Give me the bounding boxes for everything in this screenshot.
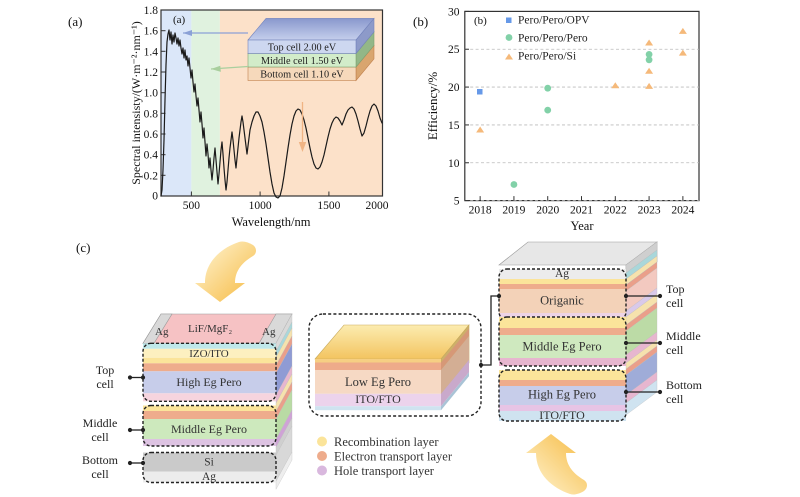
svg-text:1.2: 1.2	[144, 67, 159, 79]
svg-text:0.4: 0.4	[144, 150, 159, 162]
svg-text:500: 500	[183, 200, 201, 212]
svg-text:0.6: 0.6	[144, 129, 159, 141]
svg-text:1.4: 1.4	[144, 46, 159, 58]
svg-text:2000: 2000	[366, 200, 389, 212]
svg-text:Bottom cell 1.10 eV: Bottom cell 1.10 eV	[260, 69, 344, 80]
svg-text:1500: 1500	[317, 200, 340, 212]
svg-text:1.8: 1.8	[144, 5, 159, 17]
svg-text:0.8: 0.8	[144, 108, 159, 120]
svg-text:1.0: 1.0	[144, 88, 159, 100]
svg-text:0.2: 0.2	[144, 170, 159, 182]
svg-text:Wavelength/nm: Wavelength/nm	[232, 215, 311, 229]
svg-text:0: 0	[152, 191, 158, 203]
svg-text:Top cell 2.00 eV: Top cell 2.00 eV	[268, 42, 337, 53]
svg-text:1000: 1000	[249, 200, 272, 212]
svg-text:(a): (a)	[173, 14, 186, 26]
svg-text:Middle cell 1.50 eV: Middle cell 1.50 eV	[261, 56, 344, 67]
svg-text:Spectral intensisty/(W·m⁻²·nm⁻: Spectral intensisty/(W·m⁻²·nm⁻¹)	[129, 21, 143, 185]
svg-text:1.6: 1.6	[144, 26, 159, 38]
